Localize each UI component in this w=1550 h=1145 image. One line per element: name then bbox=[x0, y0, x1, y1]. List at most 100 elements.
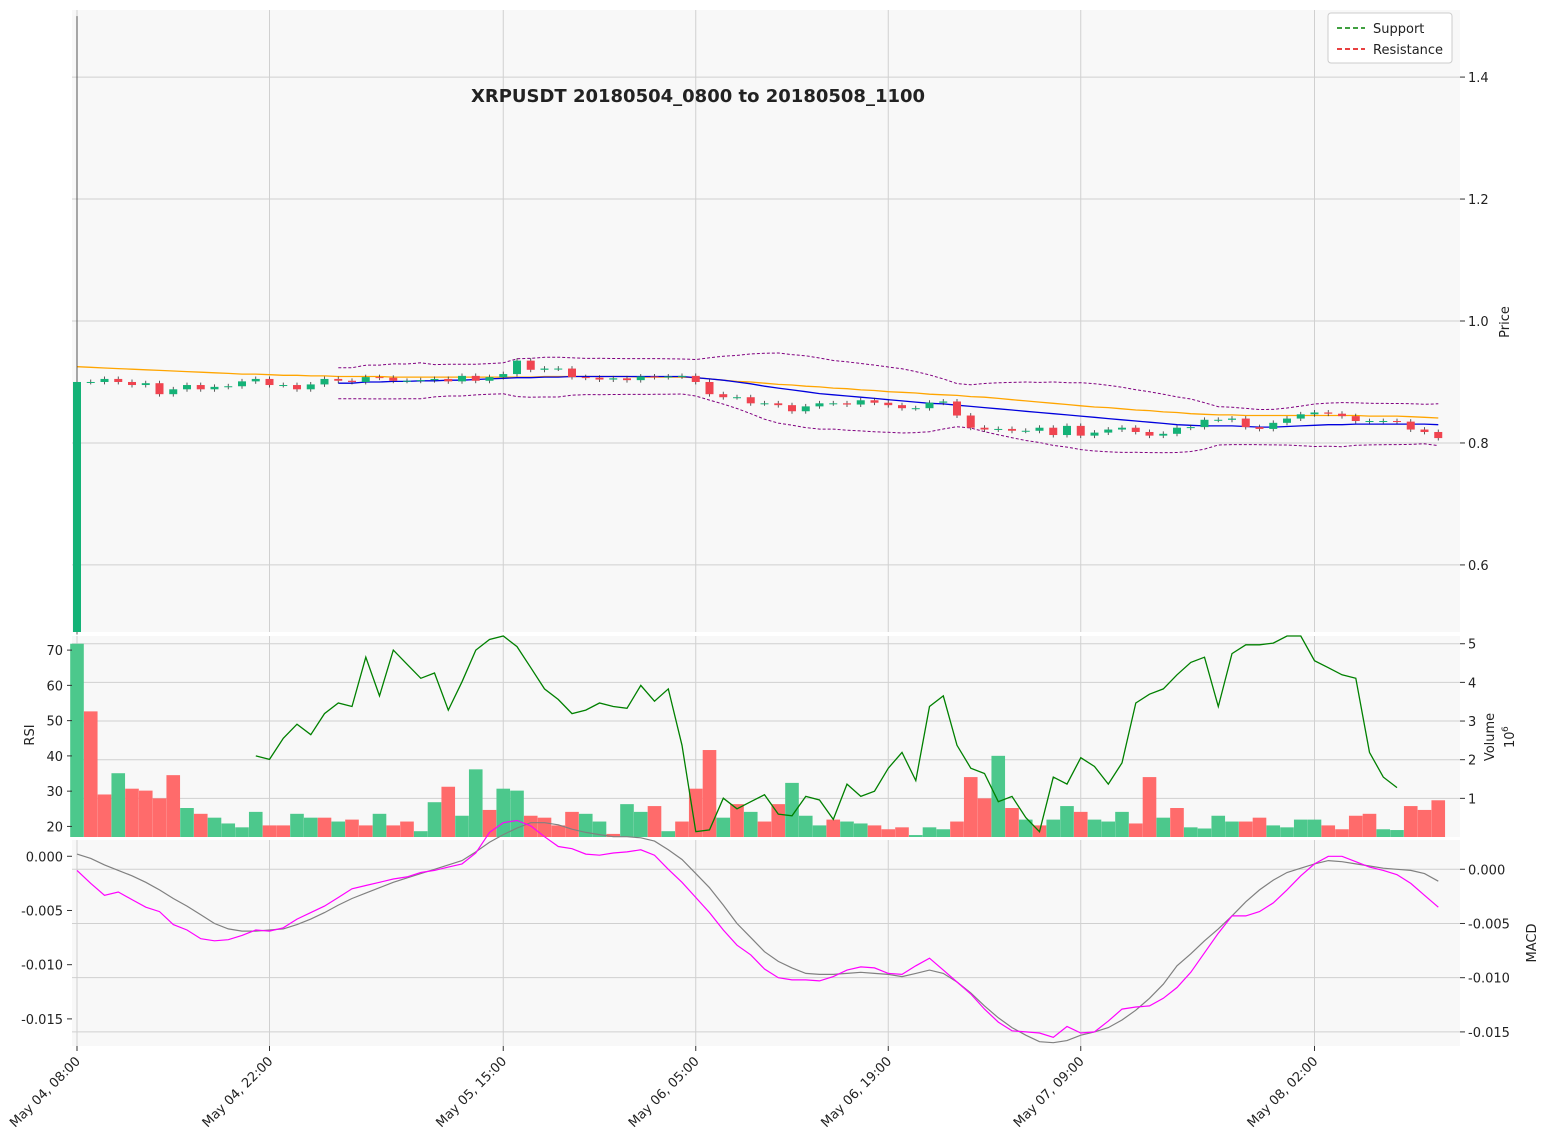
volume-bar bbox=[963, 777, 978, 837]
candle-body bbox=[870, 400, 879, 403]
candle-body bbox=[650, 376, 659, 378]
candle-body bbox=[1090, 432, 1099, 436]
candle-body bbox=[1241, 418, 1250, 428]
bollinger-bands bbox=[338, 352, 1439, 454]
volume-tick-label: 1 bbox=[1468, 792, 1476, 807]
candle-body bbox=[1200, 419, 1209, 428]
candle-body bbox=[1186, 427, 1195, 429]
candle-body bbox=[1379, 421, 1388, 423]
x-tick-label: May 08, 02:00 bbox=[1245, 1054, 1322, 1131]
candle-body bbox=[485, 377, 494, 381]
volume-bar bbox=[757, 821, 772, 837]
macd-axis-label: MACD bbox=[1525, 924, 1540, 963]
volume-bar bbox=[688, 788, 703, 837]
candle-body bbox=[636, 376, 645, 381]
price-y-ticks: 0.6 0.8 1.0 1.2 1.4 bbox=[1460, 71, 1489, 574]
volume-bar bbox=[276, 825, 291, 837]
candle-body bbox=[513, 360, 521, 375]
volume-bar bbox=[1073, 811, 1088, 837]
volume-bar bbox=[221, 823, 236, 837]
volume-bar bbox=[125, 788, 139, 837]
volume-bar bbox=[867, 825, 882, 837]
candle-body bbox=[526, 360, 535, 370]
macd-gridlines bbox=[72, 840, 1460, 1046]
x-tick-label: May 05, 15:00 bbox=[434, 1054, 511, 1131]
volume-bar bbox=[1307, 819, 1322, 837]
candle-body bbox=[348, 380, 356, 382]
rsi-gridlines bbox=[72, 636, 1460, 837]
lower-band-line bbox=[338, 393, 1439, 454]
candle-body bbox=[994, 428, 1003, 430]
candle-body bbox=[898, 405, 906, 409]
volume-bar bbox=[730, 804, 744, 837]
candle-body bbox=[1049, 427, 1058, 436]
candle-body bbox=[114, 378, 123, 382]
volume-bar bbox=[413, 831, 428, 837]
volume-bar bbox=[771, 804, 786, 837]
x-tick-label: May 06, 19:00 bbox=[819, 1054, 896, 1131]
volume-bar bbox=[358, 825, 373, 837]
volume-bar bbox=[1280, 827, 1294, 837]
volume-bar bbox=[207, 817, 222, 837]
rsi-tick-label: 40 bbox=[46, 750, 63, 765]
volume-bar bbox=[180, 808, 194, 837]
volume-bar bbox=[1156, 817, 1171, 837]
price-tick-label: 0.6 bbox=[1468, 559, 1489, 574]
candle-body bbox=[760, 403, 769, 405]
volume-bar bbox=[1362, 813, 1377, 837]
candle-body bbox=[430, 378, 439, 381]
candle-body bbox=[334, 378, 343, 381]
volume-bar bbox=[633, 811, 648, 837]
volume-bar bbox=[166, 775, 181, 837]
upper-band-line bbox=[338, 352, 1439, 411]
volume-bar bbox=[895, 827, 909, 837]
volume-bar bbox=[248, 811, 263, 837]
volume-bar bbox=[798, 815, 813, 837]
volume-bars bbox=[70, 643, 1446, 837]
candle-body bbox=[829, 403, 838, 405]
volume-tick-label: 4 bbox=[1468, 676, 1476, 691]
volume-bar bbox=[647, 806, 662, 837]
volume-bar bbox=[70, 643, 84, 837]
candle-body bbox=[1393, 421, 1401, 423]
candle-body bbox=[1021, 430, 1030, 432]
volume-bar bbox=[1170, 808, 1184, 837]
volume-bar bbox=[551, 825, 566, 837]
rsi-tick-label: 30 bbox=[46, 785, 63, 800]
volume-bar bbox=[1403, 806, 1418, 837]
candle-body bbox=[568, 368, 576, 378]
x-tick-label: May 07, 09:00 bbox=[1011, 1054, 1088, 1131]
candle-body bbox=[141, 383, 150, 386]
candle-body bbox=[1076, 425, 1085, 436]
candle-body bbox=[1118, 427, 1126, 430]
volume-bar bbox=[922, 827, 937, 837]
volume-bar bbox=[812, 825, 827, 837]
volume-bar bbox=[496, 788, 511, 837]
candle-body bbox=[1214, 419, 1223, 421]
volume-bar bbox=[853, 823, 868, 837]
volume-exponent-power: 6 bbox=[1501, 726, 1511, 732]
volume-tick-label: 2 bbox=[1468, 754, 1476, 769]
candle-body bbox=[1283, 418, 1291, 423]
volume-bar bbox=[1087, 819, 1102, 837]
candle-body bbox=[1131, 427, 1140, 432]
x-tick-label: May 04, 22:00 bbox=[200, 1054, 277, 1131]
candle-body bbox=[1324, 412, 1333, 414]
candle-body bbox=[595, 377, 604, 380]
volume-bar bbox=[1348, 815, 1363, 837]
candle-body bbox=[1296, 414, 1305, 419]
volume-bar bbox=[1142, 777, 1157, 837]
candle-body bbox=[1420, 429, 1429, 432]
volume-bar bbox=[977, 798, 992, 837]
candle-body bbox=[856, 400, 865, 405]
long-moving-average-line bbox=[76, 366, 1439, 419]
volume-bar bbox=[908, 835, 923, 837]
candle-body bbox=[1145, 431, 1154, 436]
legend-resistance-label: Resistance bbox=[1373, 43, 1443, 58]
candle-body bbox=[210, 386, 219, 390]
macd-panel-background bbox=[72, 840, 1460, 1046]
candle-body bbox=[155, 383, 164, 395]
volume-bar bbox=[1335, 829, 1349, 837]
candle-body bbox=[293, 385, 301, 390]
